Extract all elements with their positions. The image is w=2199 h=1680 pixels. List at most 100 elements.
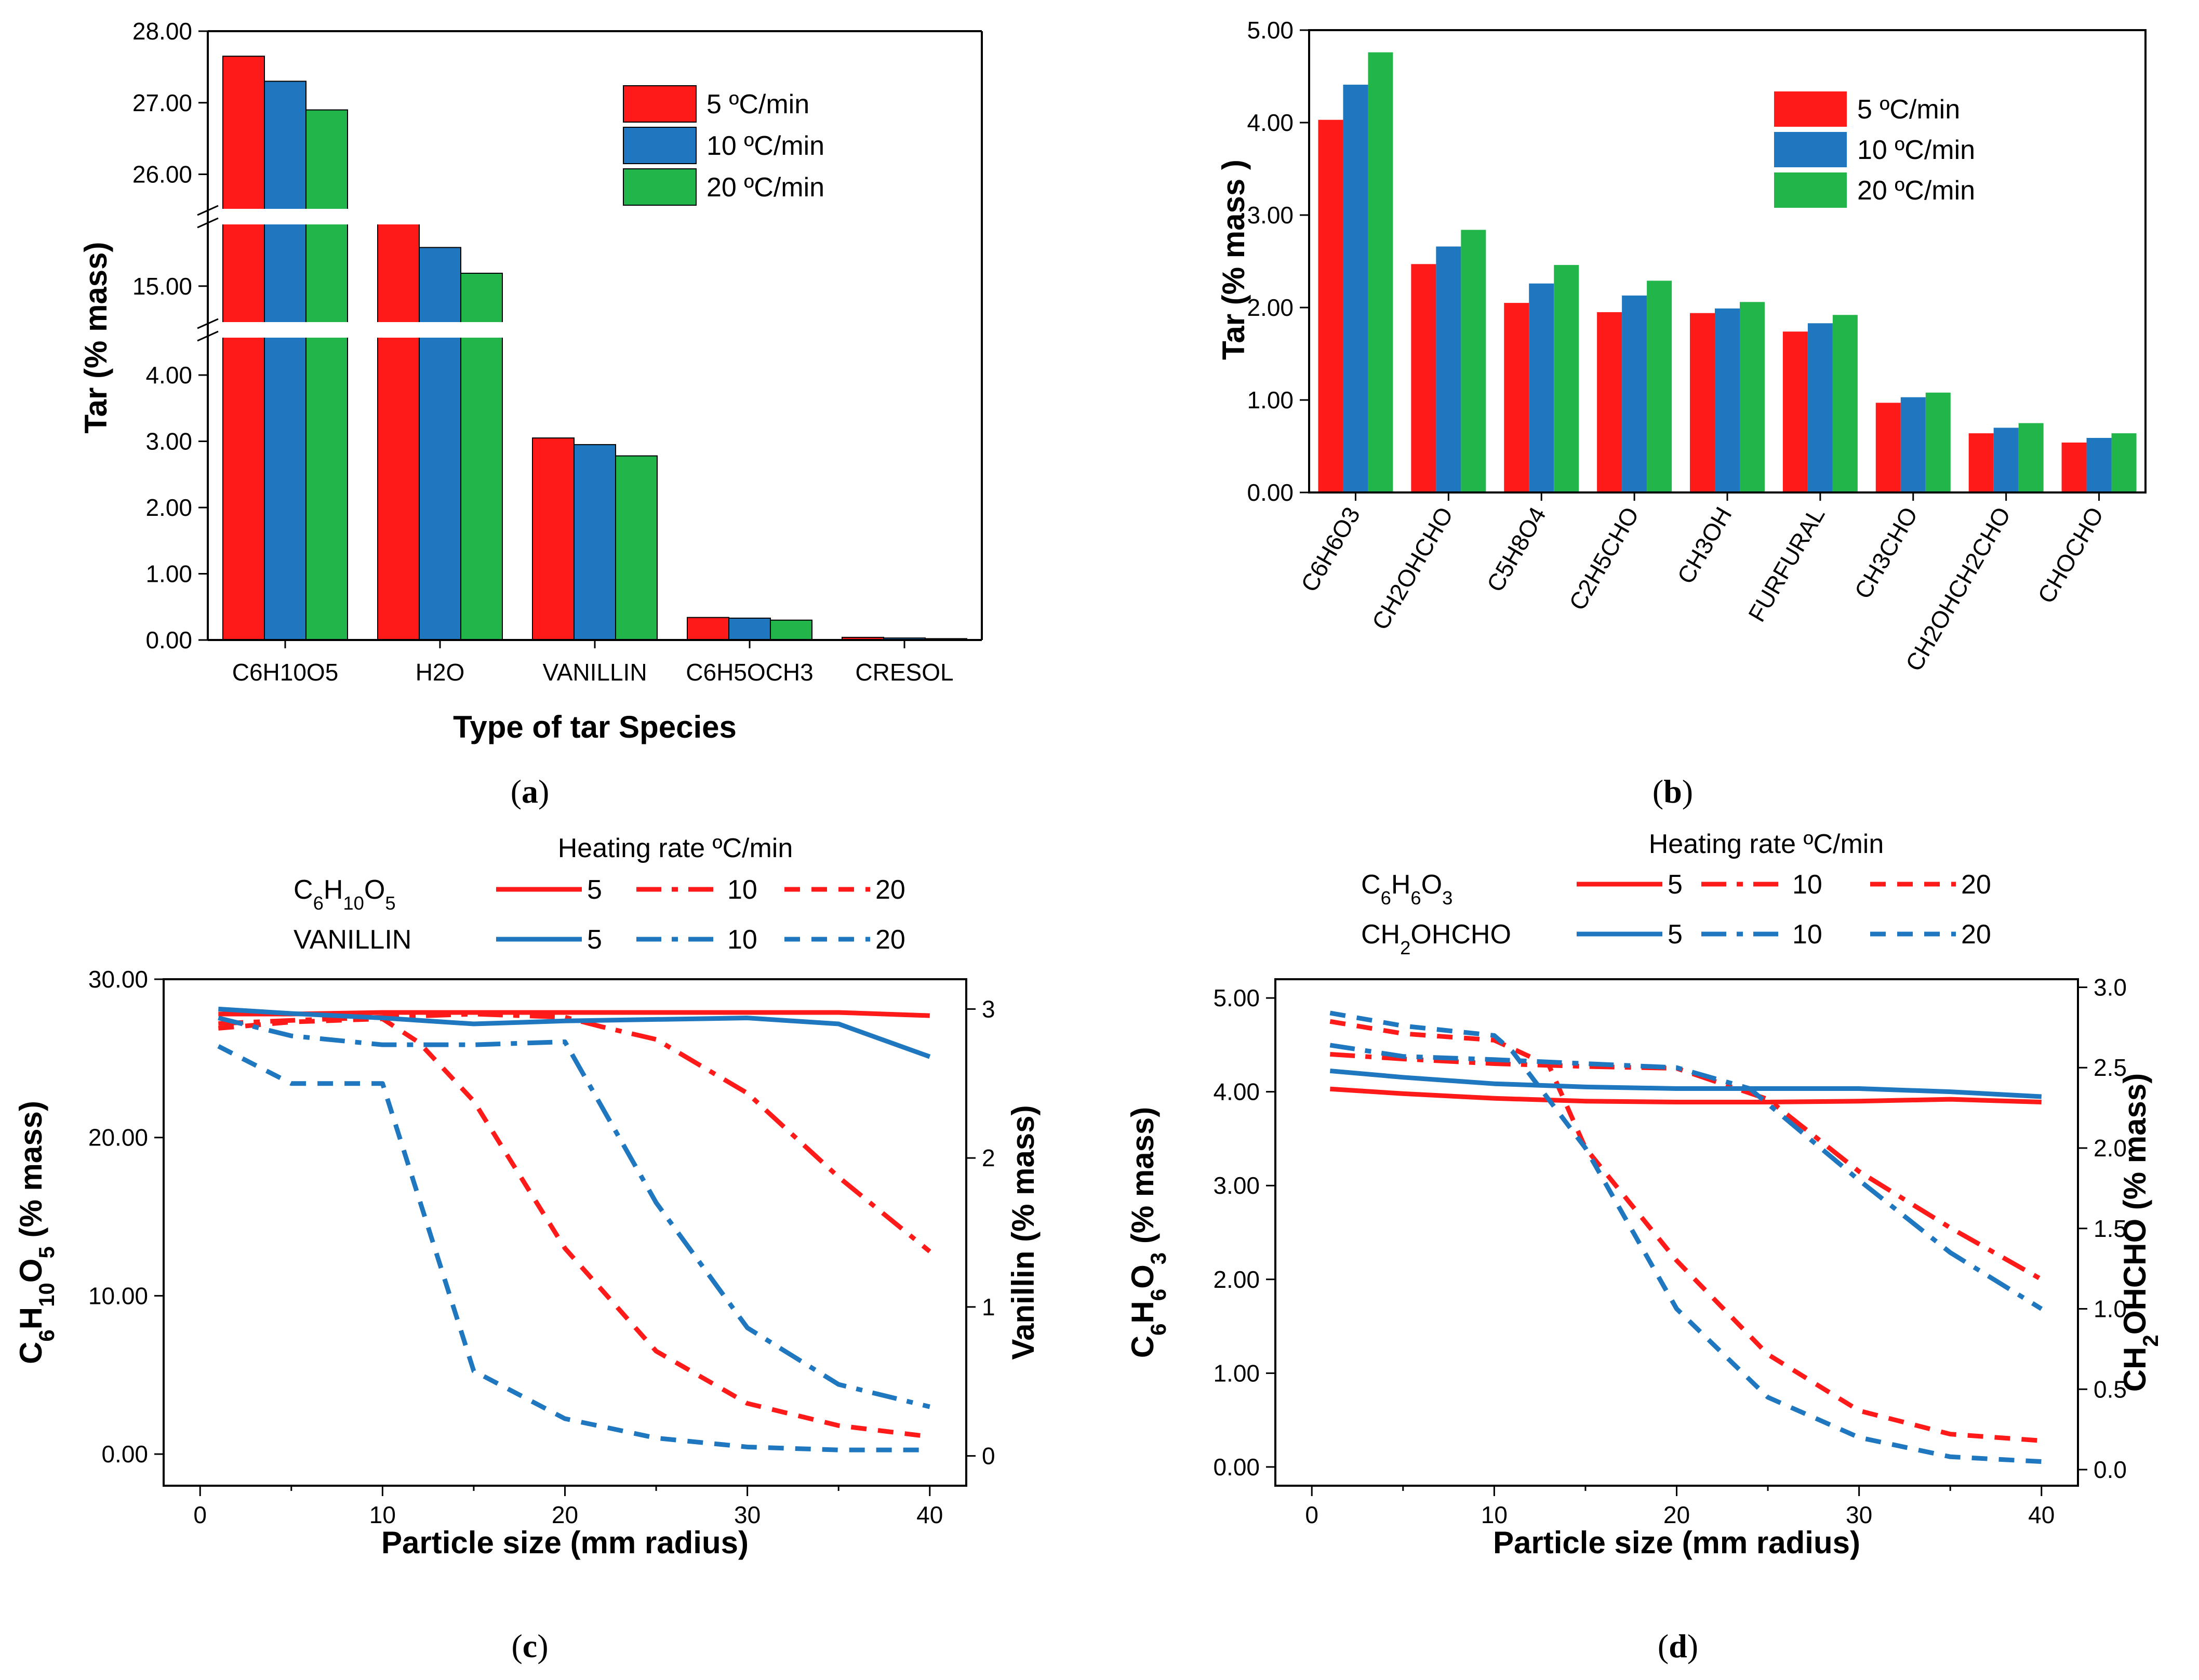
legend-rate: 20 [1961,919,1991,950]
legend-rate: 10 [1792,919,1822,950]
y-tick-label: 4.00 [1247,109,1294,136]
bar-FURFURAL-0 [1782,331,1808,492]
series-line-1 [218,1011,931,1254]
series-line-4 [1329,1043,2043,1311]
series-line-3 [1329,1068,2042,1099]
legend-rate: 20 [1961,870,1991,900]
legend-label: 10 ºC/min [707,131,824,161]
y-tick-label: 1.00 [145,561,192,588]
panel-b: C6H6O3 CH2OHCHO C5H8O4 C2H5CHO CH3OH FURFURAL… [1216,17,2147,810]
bar-C2H5CHO-0 [1597,312,1622,492]
bar-CH3OH-1 [1715,308,1740,492]
bar-VANILLIN-1 [574,444,616,641]
legend-swatch [1774,91,1847,127]
bar-CH2OHCHO-2 [1461,230,1486,492]
bar-CH2OHCH2CHO-2 [2018,423,2044,492]
x-tick-label: 30 [1846,1501,1872,1528]
legend-swatch [623,127,697,164]
bar-VANILLIN-0 [532,437,575,641]
legend-label: 5 ºC/min [1857,95,1960,125]
y-tick-label: 1.00 [1247,386,1294,414]
bar-C6H6O3-1 [1343,85,1368,492]
x-tick-label: 20 [552,1501,578,1528]
bar-C6H6O3-2 [1368,52,1393,493]
bar-CH3CHO-2 [1925,392,1951,492]
x-axis-title: Particle size (mm radius) [381,1525,749,1560]
x-tick-label: H2O [416,659,465,686]
y-axis-title: Tar (% mass) [78,242,113,433]
legend-row-label: VANILLIN [294,925,411,955]
panel-tag: (c) [511,1628,548,1664]
bar-CHOCHO-1 [2086,437,2112,492]
y-axis-title: Tar (% mass ) [1216,159,1251,360]
y-right-tick-label: 1.5 [2094,1215,2127,1242]
bar-C6H5OCH3-0 [687,617,729,641]
y-right-tick-label: 2.0 [2094,1135,2127,1162]
bar-CH2OHCHO-0 [1411,264,1436,492]
y-tick-label: 2.00 [145,494,192,521]
panel-tag: (b) [1652,773,1693,810]
x-tick-label: 0 [193,1501,207,1528]
legend-rate: 5 [1668,919,1683,950]
series-line-0 [1330,1086,2042,1105]
y-left-tick-label: 5.00 [1213,984,1260,1011]
y-tick-label: 0.00 [145,626,192,654]
panel-a: C6H10O5 H2O VANILLIN C6H5OCH3 CRESOL 0.00 1.00… [78,18,987,810]
bar-C6H10O5-0 [222,56,265,641]
y-tick-label: 15.00 [132,273,192,300]
panel-tag: (a) [511,773,550,810]
legend-title: Heating rate ºC/min [1649,829,1884,859]
legend-rate: 10 [727,925,757,955]
y-right-tick-label: 2 [982,1144,995,1171]
x-tick-label: C6H5OCH3 [686,659,813,686]
y-right-tick-label: 0.0 [2094,1456,2127,1483]
y-tick-label: 5.00 [1247,17,1294,44]
x-tick-label: C5H8O4 [1481,502,1551,596]
bar-C6H6O3-0 [1318,119,1343,492]
bar-VANILLIN-2 [615,455,658,641]
y-left-axis-title: C6H10O5 (% mass) [14,1101,59,1364]
y-right-axis-title: Vanillin (% mass) [1006,1105,1041,1359]
x-tick-label: CH2OHCH2CHO [1900,502,2016,676]
y-right-axis-title: CH2OHCHO (% mass) [2117,1073,2163,1392]
panel-d: 0 10 20 30 40 0.00 1.00 2.00 3.00 4.00 5.00 0.0 0.5 1… [1125,829,2163,1664]
y-left-tick-label: 0.00 [101,1441,148,1468]
legend-rate: 5 [1668,870,1683,900]
y-tick-label: 4.00 [145,362,192,389]
legend-swatch [623,168,697,206]
x-tick-label: 0 [1305,1501,1318,1528]
panel-c: 0 10 20 30 40 0.00 10.00 20.00 30.00 0 1 2 3 Particle… [14,833,1041,1664]
legend-swatch [623,85,697,123]
y-right-tick-label: 3.0 [2094,974,2127,1001]
y-right-tick-label: 1.0 [2094,1296,2127,1323]
series-line-5 [217,1044,930,1452]
x-tick-label: 10 [369,1501,396,1528]
x-axis-title: Particle size (mm radius) [1493,1525,1860,1560]
y-left-tick-label: 0.00 [1213,1454,1260,1481]
bar-C6H5OCH3-1 [728,617,771,641]
y-right-tick-label: 2.5 [2094,1054,2127,1081]
bar-H2O-0 [377,221,420,641]
bar-C2H5CHO-2 [1647,281,1672,492]
y-tick-label: 27.00 [132,89,192,116]
bar-FURFURAL-2 [1832,315,1858,492]
series-line-2 [218,1016,930,1439]
x-tick-label: 20 [1663,1501,1690,1528]
y-right-tick-label: 3 [982,995,995,1022]
y-tick-label: 28.00 [132,18,192,45]
bar-CH2OHCHO-1 [1436,246,1461,492]
axis-break-band [197,209,987,224]
bar-CH2OHCH2CHO-0 [1968,433,1994,492]
bar-CHOCHO-2 [2111,433,2137,492]
x-tick-label: VANILLIN [542,659,647,686]
x-tick-label: CH3CHO [1849,502,1923,603]
y-tick-label: 0.00 [1247,479,1294,506]
bar-C5H8O4-2 [1554,265,1579,492]
legend-swatch [1774,132,1847,167]
bar-C2H5CHO-1 [1622,295,1647,492]
y-left-tick-label: 10.00 [88,1282,148,1309]
y-tick-label: 3.00 [145,428,192,455]
legend-rate: 20 [875,875,905,905]
x-tick-label: 40 [916,1501,943,1528]
